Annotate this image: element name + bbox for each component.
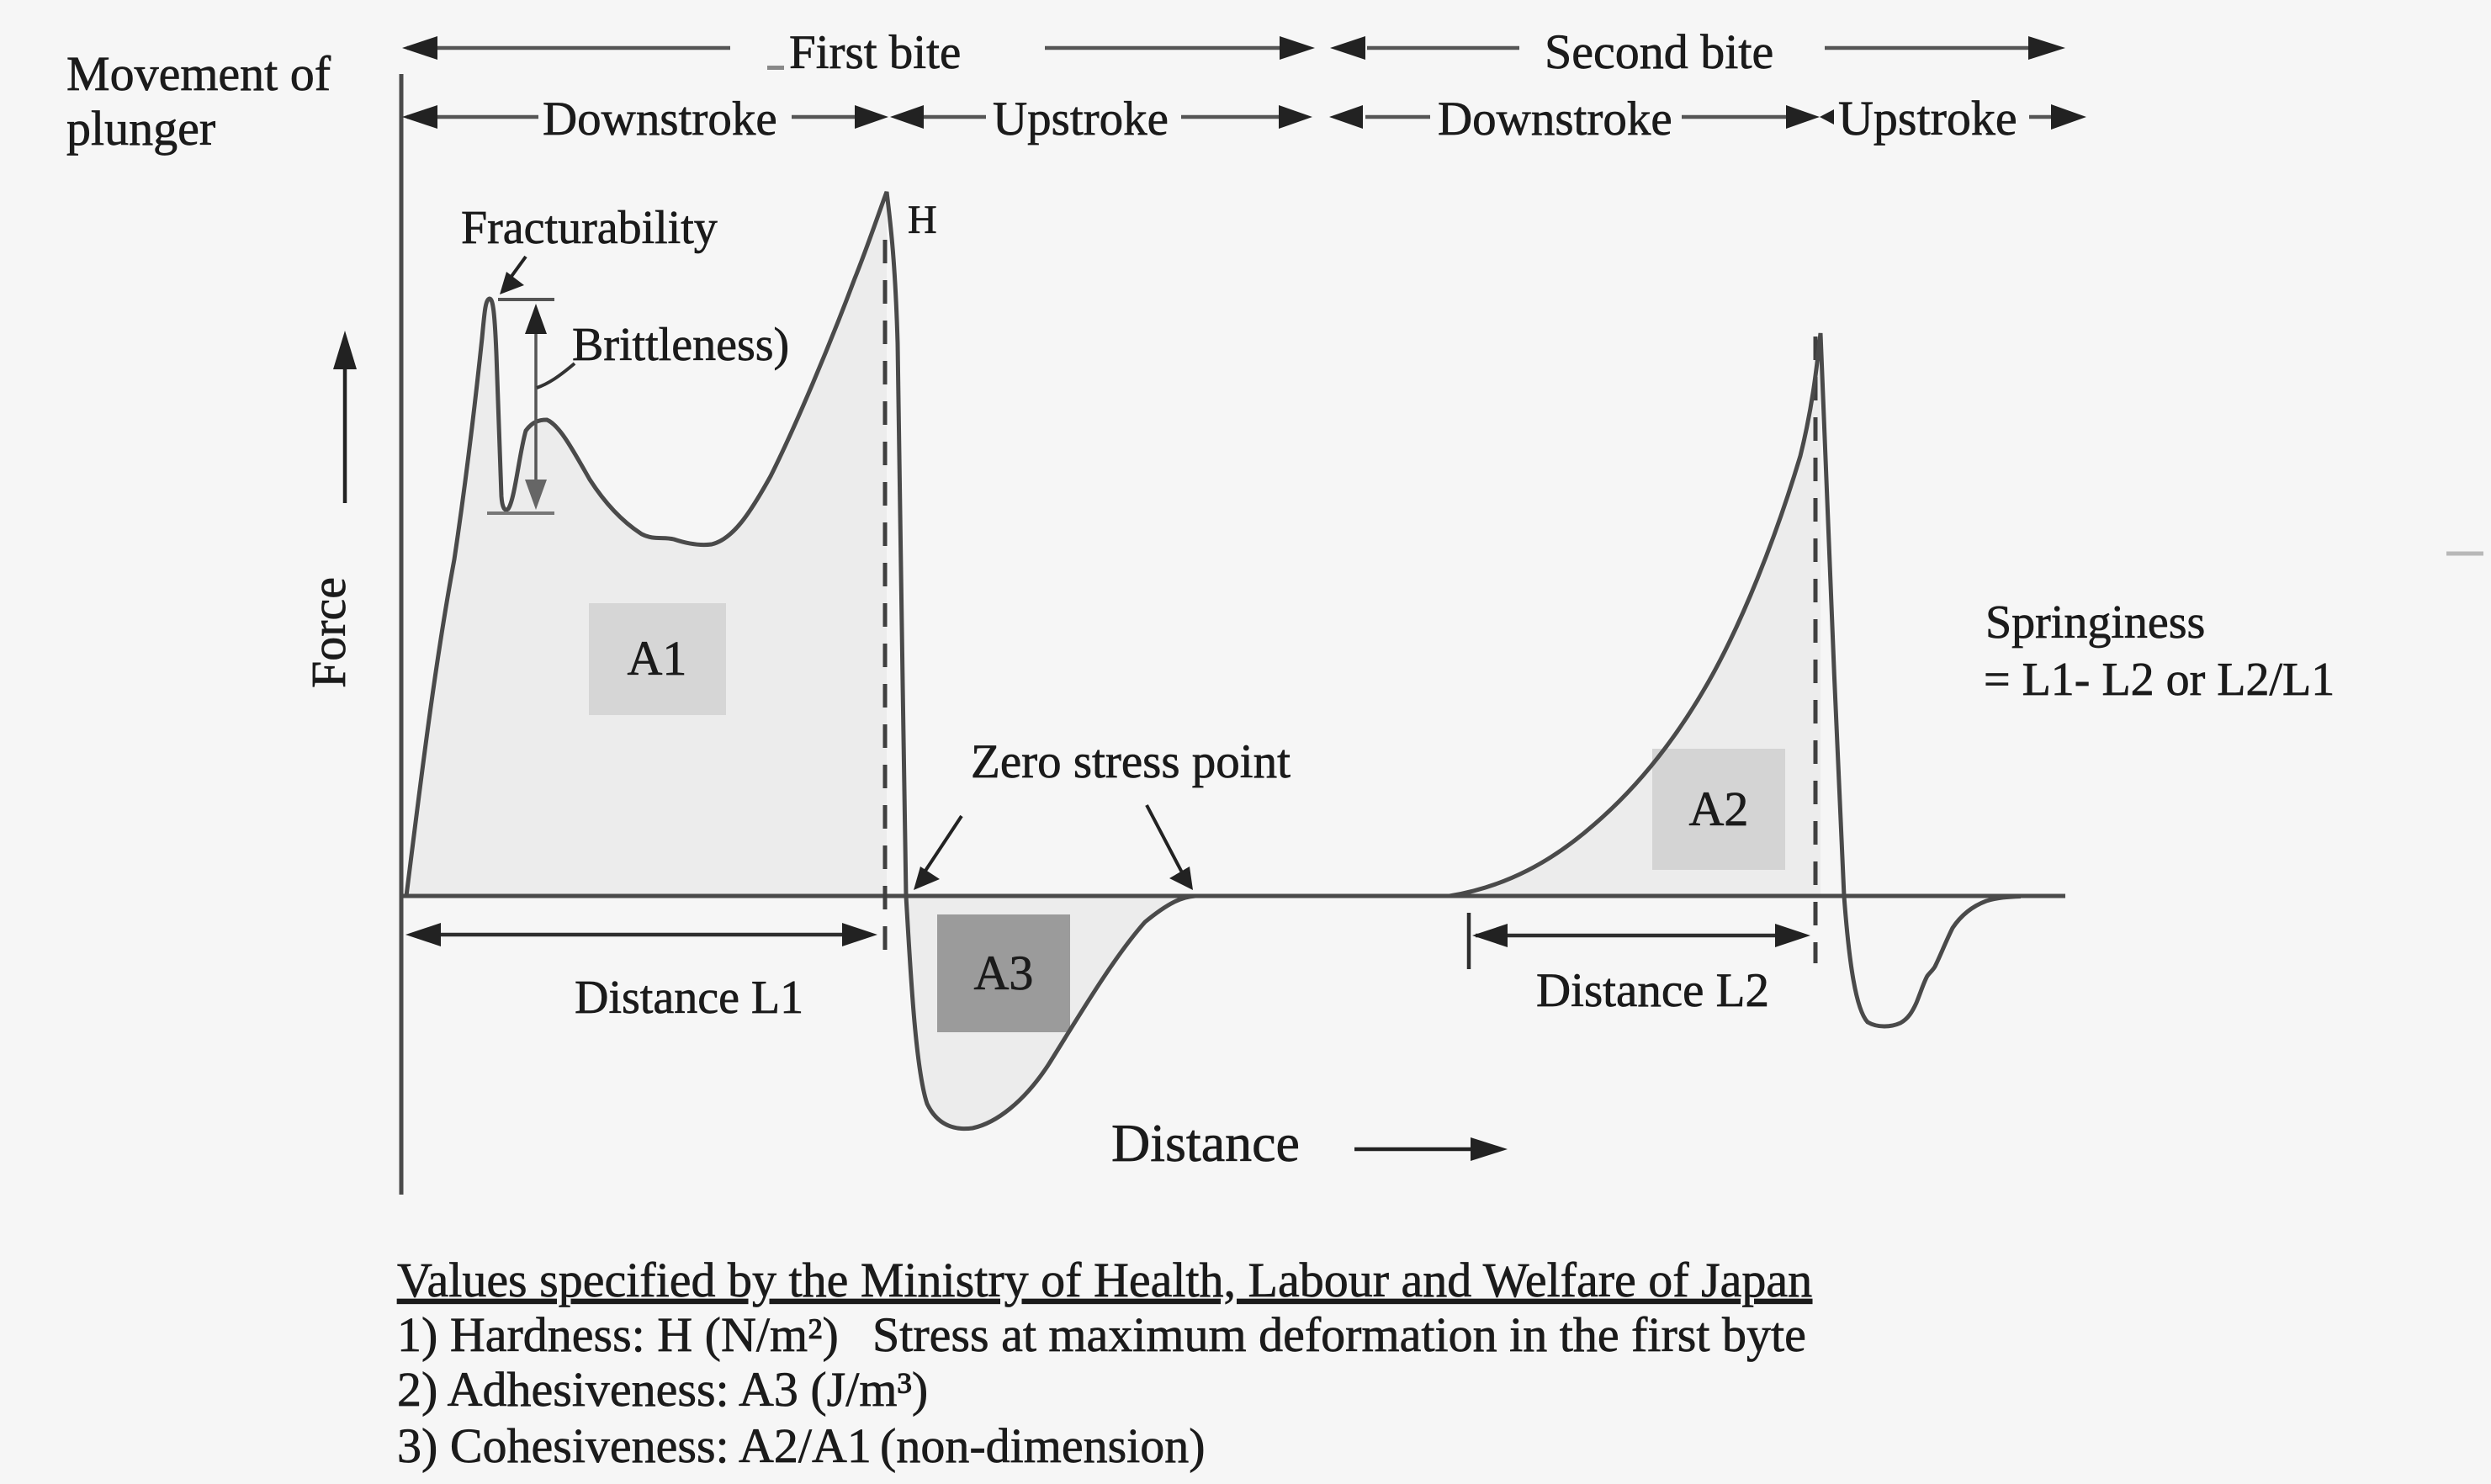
svg-text:A2: A2 — [1689, 782, 1749, 836]
svg-text:Zero stress point: Zero stress point — [971, 735, 1291, 788]
svg-text:Downstroke: Downstroke — [543, 93, 777, 146]
svg-text:Brittleness): Brittleness) — [572, 319, 789, 371]
svg-text:Fracturability: Fracturability — [461, 202, 718, 254]
svg-text:Downstroke: Downstroke — [1438, 93, 1672, 146]
svg-text:Distance L1: Distance L1 — [575, 972, 803, 1024]
svg-text:3) Cohesiveness: A2/A1: 3) Cohesiveness: A2/A1 — [397, 1418, 872, 1473]
svg-text:Movement of: Movement of — [66, 46, 331, 101]
svg-text:(non-dimension): (non-dimension) — [880, 1418, 1206, 1473]
svg-text:A3: A3 — [974, 946, 1034, 1000]
svg-text:Springiness: Springiness — [1985, 596, 2205, 649]
svg-text:H: H — [908, 198, 937, 242]
svg-text:Distance L2: Distance L2 — [1536, 964, 1769, 1017]
svg-text:1) Hardness: H (N/m²): 1) Hardness: H (N/m²) — [397, 1307, 839, 1362]
svg-text:Upstroke: Upstroke — [993, 93, 1169, 146]
svg-text:= L1- L2 or L2/L1: = L1- L2 or L2/L1 — [1984, 654, 2335, 706]
svg-text:Stress at maximum deformation: Stress at maximum deformation in the fir… — [872, 1307, 1806, 1362]
svg-text:Distance: Distance — [1111, 1113, 1300, 1173]
svg-text:Upstroke: Upstroke — [1838, 91, 2017, 146]
svg-text:plunger: plunger — [66, 101, 215, 156]
svg-text:2) Adhesiveness: A3 (J/m³): 2) Adhesiveness: A3 (J/m³) — [397, 1362, 928, 1417]
svg-text:First bite: First bite — [789, 26, 961, 79]
svg-text:Second bite: Second bite — [1545, 24, 1773, 79]
svg-text:Values specified by the Minist: Values specified by the Ministry of Heal… — [397, 1253, 1812, 1307]
svg-text:Force: Force — [301, 577, 356, 688]
svg-text:A1: A1 — [628, 631, 687, 686]
